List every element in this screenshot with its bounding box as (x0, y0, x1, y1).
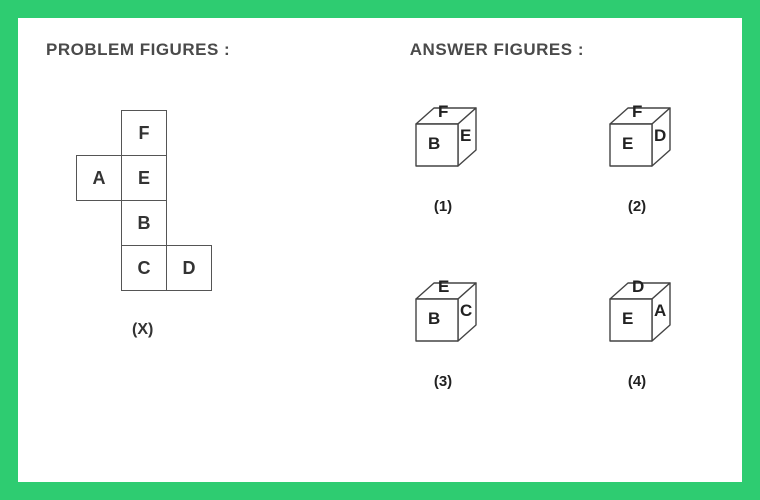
net-cell-f: F (121, 110, 167, 156)
headings-row: PROBLEM FIGURES : ANSWER FIGURES : (46, 40, 714, 60)
cube-3: EBC (398, 275, 488, 355)
cube-1-top-letter: F (438, 102, 448, 122)
cube-3-front-letter: B (428, 309, 440, 329)
net-cell-e: E (121, 155, 167, 201)
cube-4-right-letter: A (654, 301, 666, 321)
answer-2: FE D (2) (592, 100, 682, 215)
content-row: FAEBCD (X) FBE(1)FED(2)EBC(3)DEA(4) (46, 100, 714, 390)
cube-2-front-letter: E (622, 134, 633, 154)
answer-1: FBE (1) (398, 100, 488, 215)
answer-label-2: (2) (628, 198, 646, 215)
answer-heading: ANSWER FIGURES : (410, 40, 584, 60)
answer-3: EBC (3) (398, 275, 488, 390)
cube-4-top-letter: D (632, 277, 644, 297)
problem-label: (X) (132, 321, 153, 339)
problem-figure: FAEBCD (X) (46, 100, 366, 390)
answer-grid: FBE(1)FED(2)EBC(3)DEA(4) (366, 100, 714, 390)
cube-2: FE D (592, 100, 682, 180)
cube-1-right-letter: E (460, 126, 471, 146)
answer-label-1: (1) (434, 198, 452, 215)
cube-4-front-letter: E (622, 309, 633, 329)
main-panel: PROBLEM FIGURES : ANSWER FIGURES : FAEBC… (18, 18, 742, 482)
cube-2-top-letter: F (632, 102, 642, 122)
net-cell-d: D (166, 245, 212, 291)
cube-3-right-letter: C (460, 301, 472, 321)
problem-heading: PROBLEM FIGURES : (46, 40, 230, 60)
cube-net: FAEBCD (76, 110, 212, 291)
net-cell-c: C (121, 245, 167, 291)
cube-4: DE A (592, 275, 682, 355)
net-cell-b: B (121, 200, 167, 246)
cube-1-front-letter: B (428, 134, 440, 154)
cube-1: FBE (398, 100, 488, 180)
cube-3-top-letter: E (438, 277, 449, 297)
net-cell-a: A (76, 155, 122, 201)
answer-4: DE A (4) (592, 275, 682, 390)
answer-label-4: (4) (628, 373, 646, 390)
answer-label-3: (3) (434, 373, 452, 390)
cube-2-right-letter: D (654, 126, 666, 146)
